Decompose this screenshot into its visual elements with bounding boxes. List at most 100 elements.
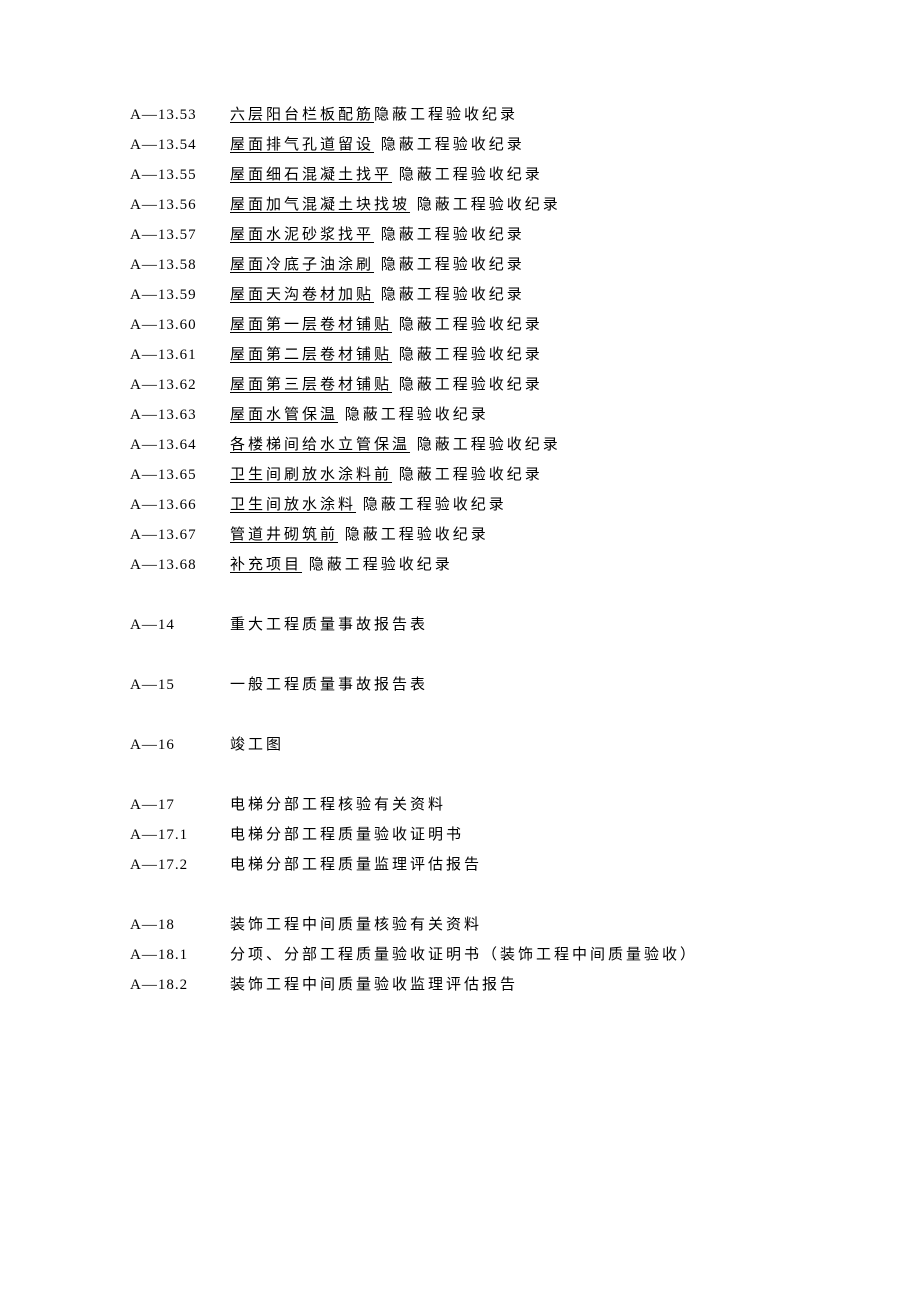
list-item: A—13.59屋面天沟卷材加贴 隐蔽工程验收纪录 xyxy=(130,280,920,310)
underlined-text: 屋面水泥砂浆找平 xyxy=(230,227,374,243)
item-code: A—14 xyxy=(130,610,230,640)
list-item: A—13.65卫生间刷放水涂料前 隐蔽工程验收纪录 xyxy=(130,460,920,490)
suffix-text: 隐蔽工程验收纪录 xyxy=(374,287,525,303)
suffix-text: 隐蔽工程验收纪录 xyxy=(410,197,561,213)
item-text: 电梯分部工程质量验收证明书 xyxy=(230,820,464,850)
suffix-text: 隐蔽工程验收纪录 xyxy=(374,227,525,243)
underlined-text: 屋面第一层卷材铺贴 xyxy=(230,317,392,333)
item-text: 屋面细石混凝土找平 隐蔽工程验收纪录 xyxy=(230,160,543,190)
item-code: A—17 xyxy=(130,790,230,820)
item-code: A—13.60 xyxy=(130,310,230,340)
item-text: 各楼梯间给水立管保温 隐蔽工程验收纪录 xyxy=(230,430,561,460)
underlined-text: 屋面第三层卷材铺贴 xyxy=(230,377,392,393)
list-item: A—13.60屋面第一层卷材铺贴 隐蔽工程验收纪录 xyxy=(130,310,920,340)
underlined-text: 六层阳台栏板配筋 xyxy=(230,107,374,123)
item-code: A—13.58 xyxy=(130,250,230,280)
document-content: A—13.53六层阳台栏板配筋隐蔽工程验收纪录A—13.54屋面排气孔道留设 隐… xyxy=(130,100,920,1000)
list-item: A—13.62屋面第三层卷材铺贴 隐蔽工程验收纪录 xyxy=(130,370,920,400)
list-item: A—13.58屋面冷底子油涂刷 隐蔽工程验收纪录 xyxy=(130,250,920,280)
suffix-text: 隐蔽工程验收纪录 xyxy=(338,527,489,543)
item-code: A—13.57 xyxy=(130,220,230,250)
underlined-text: 屋面水管保温 xyxy=(230,407,338,423)
list-item: A—18.2 装饰工程中间质量验收监理评估报告 xyxy=(130,970,920,1000)
item-text: 卫生间刷放水涂料前 隐蔽工程验收纪录 xyxy=(230,460,543,490)
item-text: 屋面第一层卷材铺贴 隐蔽工程验收纪录 xyxy=(230,310,543,340)
item-text: 管道井砌筑前 隐蔽工程验收纪录 xyxy=(230,520,489,550)
item-code: A—13.66 xyxy=(130,490,230,520)
item-code: A—13.61 xyxy=(130,340,230,370)
item-text: 一般工程质量事故报告表 xyxy=(230,670,428,700)
item-code: A—13.56 xyxy=(130,190,230,220)
section-gap xyxy=(130,760,920,790)
section-gap xyxy=(130,880,920,910)
item-code: A—13.67 xyxy=(130,520,230,550)
section-13-items: A—13.53六层阳台栏板配筋隐蔽工程验收纪录A—13.54屋面排气孔道留设 隐… xyxy=(130,100,920,580)
underlined-text: 屋面细石混凝土找平 xyxy=(230,167,392,183)
list-item: A—15 一般工程质量事故报告表 xyxy=(130,670,920,700)
list-item: A—13.67管道井砌筑前 隐蔽工程验收纪录 xyxy=(130,520,920,550)
item-code: A—13.53 xyxy=(130,100,230,130)
list-item: A—17 电梯分部工程核验有关资料 xyxy=(130,790,920,820)
list-item: A—13.53六层阳台栏板配筋隐蔽工程验收纪录 xyxy=(130,100,920,130)
item-text: 装饰工程中间质量核验有关资料 xyxy=(230,910,482,940)
item-code: A—18 xyxy=(130,910,230,940)
item-text: 屋面第三层卷材铺贴 隐蔽工程验收纪录 xyxy=(230,370,543,400)
suffix-text: 隐蔽工程验收纪录 xyxy=(356,497,507,513)
item-text: 电梯分部工程质量监理评估报告 xyxy=(230,850,482,880)
item-code: A—18.2 xyxy=(130,970,230,1000)
underlined-text: 屋面第二层卷材铺贴 xyxy=(230,347,392,363)
suffix-text: 隐蔽工程验收纪录 xyxy=(374,257,525,273)
suffix-text: 隐蔽工程验收纪录 xyxy=(338,407,489,423)
list-item: A—18.1 分项、分部工程质量验收证明书（装饰工程中间质量验收） xyxy=(130,940,920,970)
item-text: 分项、分部工程质量验收证明书（装饰工程中间质量验收） xyxy=(230,940,698,970)
item-text: 屋面加气混凝土块找坡 隐蔽工程验收纪录 xyxy=(230,190,561,220)
list-item: A—14 重大工程质量事故报告表 xyxy=(130,610,920,640)
item-text: 屋面第二层卷材铺贴 隐蔽工程验收纪录 xyxy=(230,340,543,370)
item-text: 卫生间放水涂料 隐蔽工程验收纪录 xyxy=(230,490,507,520)
underlined-text: 卫生间刷放水涂料前 xyxy=(230,467,392,483)
item-text: 补充项目 隐蔽工程验收纪录 xyxy=(230,550,453,580)
suffix-text: 隐蔽工程验收纪录 xyxy=(392,467,543,483)
suffix-text: 隐蔽工程验收纪录 xyxy=(392,317,543,333)
underlined-text: 各楼梯间给水立管保温 xyxy=(230,437,410,453)
suffix-text: 隐蔽工程验收纪录 xyxy=(392,347,543,363)
list-item: A—18 装饰工程中间质量核验有关资料 xyxy=(130,910,920,940)
underlined-text: 屋面天沟卷材加贴 xyxy=(230,287,374,303)
underlined-text: 卫生间放水涂料 xyxy=(230,497,356,513)
underlined-text: 补充项目 xyxy=(230,557,302,573)
suffix-text: 隐蔽工程验收纪录 xyxy=(374,137,525,153)
list-item: A—13.63屋面水管保温 隐蔽工程验收纪录 xyxy=(130,400,920,430)
item-code: A—17.2 xyxy=(130,850,230,880)
list-item: A—13.56屋面加气混凝土块找坡 隐蔽工程验收纪录 xyxy=(130,190,920,220)
list-item: A—16 竣工图 xyxy=(130,730,920,760)
item-code: A—13.65 xyxy=(130,460,230,490)
item-text: 重大工程质量事故报告表 xyxy=(230,610,428,640)
item-code: A—13.54 xyxy=(130,130,230,160)
underlined-text: 管道井砌筑前 xyxy=(230,527,338,543)
suffix-text: 隐蔽工程验收纪录 xyxy=(302,557,453,573)
list-item: A—13.64各楼梯间给水立管保温 隐蔽工程验收纪录 xyxy=(130,430,920,460)
item-code: A—13.62 xyxy=(130,370,230,400)
suffix-text: 隐蔽工程验收纪录 xyxy=(410,437,561,453)
section-gap xyxy=(130,580,920,610)
item-text: 屋面排气孔道留设 隐蔽工程验收纪录 xyxy=(230,130,525,160)
list-item: A—13.61屋面第二层卷材铺贴 隐蔽工程验收纪录 xyxy=(130,340,920,370)
list-item: A—13.55屋面细石混凝土找平 隐蔽工程验收纪录 xyxy=(130,160,920,190)
underlined-text: 屋面排气孔道留设 xyxy=(230,137,374,153)
list-item: A—13.54屋面排气孔道留设 隐蔽工程验收纪录 xyxy=(130,130,920,160)
item-code: A—13.63 xyxy=(130,400,230,430)
section-gap xyxy=(130,700,920,730)
list-item: A—13.68补充项目 隐蔽工程验收纪录 xyxy=(130,550,920,580)
underlined-text: 屋面冷底子油涂刷 xyxy=(230,257,374,273)
section-gap xyxy=(130,640,920,670)
item-code: A—13.55 xyxy=(130,160,230,190)
item-code: A—13.68 xyxy=(130,550,230,580)
item-code: A—15 xyxy=(130,670,230,700)
item-code: A—13.59 xyxy=(130,280,230,310)
item-text: 电梯分部工程核验有关资料 xyxy=(230,790,446,820)
underlined-text: 屋面加气混凝土块找坡 xyxy=(230,197,410,213)
suffix-text: 隐蔽工程验收纪录 xyxy=(392,377,543,393)
list-item: A—13.57屋面水泥砂浆找平 隐蔽工程验收纪录 xyxy=(130,220,920,250)
item-text: 屋面水泥砂浆找平 隐蔽工程验收纪录 xyxy=(230,220,525,250)
item-text: 屋面冷底子油涂刷 隐蔽工程验收纪录 xyxy=(230,250,525,280)
